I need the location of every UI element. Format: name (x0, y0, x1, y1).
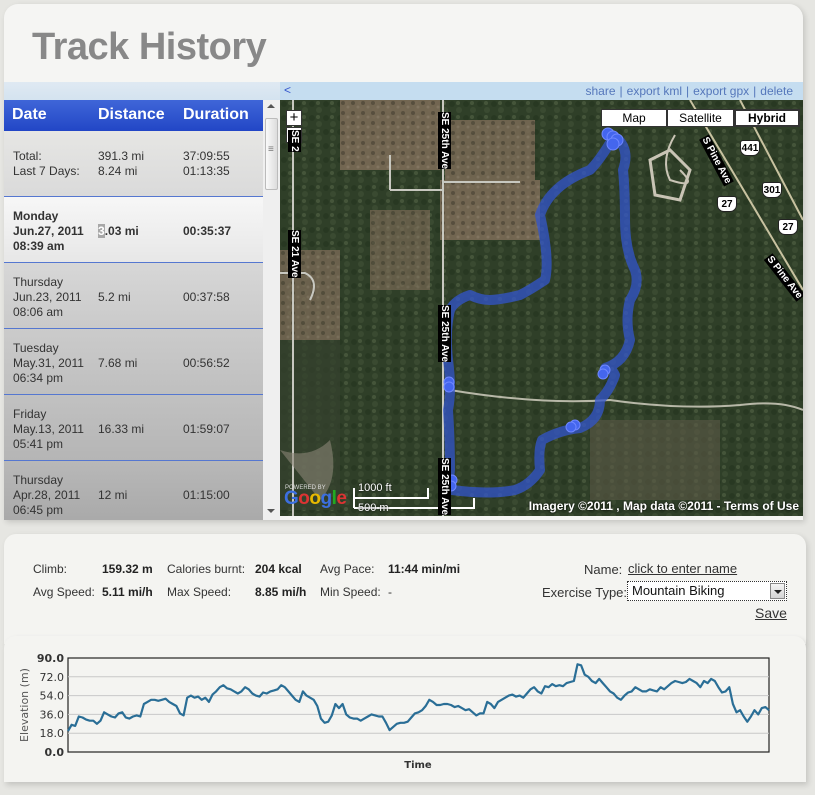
export-gpx-link[interactable]: export gpx (693, 84, 750, 98)
column-distance[interactable]: Distance (98, 106, 165, 123)
road-label: SE 25th Ave (438, 305, 451, 363)
text-cursor-highlight: 3 (98, 224, 105, 238)
track-row[interactable]: Friday May.13, 2011 05:41 pm 16.33 mi 01:5… (4, 395, 263, 461)
track-row-selected[interactable]: Monday Jun.27, 2011 08:39 am 3.03 mi 00:35… (4, 197, 263, 263)
svg-text:18.0: 18.0 (40, 727, 65, 740)
avg-speed-value: 5.11 mi/h (102, 585, 153, 599)
highway-shield-icon: 441 (740, 140, 760, 156)
map-type-map-button[interactable]: Map (601, 109, 667, 127)
column-duration: Duration (183, 106, 249, 123)
delete-link[interactable]: delete (760, 84, 793, 98)
svg-text:36.0: 36.0 (40, 708, 65, 721)
map-type-hybrid-button[interactable]: Hybrid (734, 109, 800, 127)
calories-value: 204 kcal (255, 562, 302, 576)
elevation-line (67, 663, 770, 732)
svg-text:54.0: 54.0 (40, 690, 65, 703)
map-type-satellite-button[interactable]: Satellite (667, 109, 734, 127)
min-speed-value: - (388, 585, 392, 599)
collapse-list-button[interactable]: < (284, 83, 292, 97)
avg-pace-label: Avg Pace: (320, 562, 375, 576)
svg-text:Elevation (m): Elevation (m) (18, 668, 31, 742)
max-speed-label: Max Speed: (167, 585, 232, 599)
list-scrollbar[interactable] (263, 100, 280, 520)
track-stats-panel: Climb: 159.32 m Calories burnt: 204 kcal… (4, 534, 806, 644)
climb-label: Climb: (33, 562, 68, 576)
scroll-thumb[interactable] (265, 118, 278, 190)
highway-shield-icon: 301 (762, 182, 782, 198)
track-row[interactable]: Thursday Apr.28, 2011 06:45 pm 12 mi 01:15… (4, 461, 263, 520)
save-link[interactable]: Save (755, 605, 787, 621)
track-map[interactable]: + − Map Satellite Hybrid SE 25th Ave SE … (280, 100, 803, 516)
road-label: SE 21 Ave (288, 230, 301, 278)
track-history-panel: Track History Date Distance Duration Tot… (4, 4, 803, 520)
track-row[interactable]: Thursday Jun.23, 2011 08:06 am 5.2 mi 00:3… (4, 263, 263, 329)
list-header: Date Distance Duration (4, 100, 263, 131)
exercise-type-select[interactable]: Mountain Biking (627, 581, 787, 601)
elevation-chart: 0.0 18.0 36.0 54.0 72.0 90.0 Elevation (m) Time (18, 652, 770, 771)
svg-text:90.0: 90.0 (37, 652, 64, 665)
avg-pace-value: 11:44 min/mi (388, 562, 461, 576)
climb-value: 159.32 m (102, 562, 153, 576)
svg-text:0.0: 0.0 (45, 746, 65, 759)
exercise-type-label: Exercise Type: (542, 585, 628, 600)
scroll-down-arrow-icon[interactable] (267, 509, 275, 513)
page-title: Track History (32, 26, 267, 68)
dropdown-arrow-icon[interactable] (770, 583, 785, 599)
google-logo[interactable]: Google (284, 488, 347, 509)
max-speed-value: 8.85 mi/h (255, 585, 307, 599)
road-label: SE 25th Ave (438, 112, 451, 170)
elevation-chart-panel: 0.0 18.0 36.0 54.0 72.0 90.0 Elevation (m) Time (4, 636, 806, 782)
enter-name-link[interactable]: click to enter name (628, 561, 738, 576)
calories-label: Calories burnt: (167, 562, 246, 576)
map-toolbar: < share | export kml | export gpx | delete (280, 82, 803, 100)
zoom-in-button[interactable]: + (286, 110, 302, 126)
scroll-up-arrow-icon[interactable] (267, 104, 275, 108)
totals-row: Total: Last 7 Days: 391.3 mi 8.24 mi 37:09… (4, 131, 263, 197)
track-list-pane: Date Distance Duration Total: Last 7 Days… (4, 82, 280, 520)
name-label: Name: (584, 562, 623, 577)
svg-text:Time: Time (404, 760, 432, 771)
svg-text:72.0: 72.0 (40, 671, 65, 684)
highway-shield-icon: 27 (717, 196, 737, 212)
share-link[interactable]: share (585, 84, 616, 98)
column-date[interactable]: Date (12, 106, 47, 123)
gps-track-line (441, 134, 642, 498)
road-label: SE 2 (288, 130, 301, 152)
road-label: SE 25th Ave (438, 458, 451, 516)
min-speed-label: Min Speed: (320, 585, 381, 599)
powered-by-label: POWERED BY (285, 485, 326, 491)
track-list: Total: Last 7 Days: 391.3 mi 8.24 mi 37:09… (4, 131, 263, 520)
map-attribution[interactable]: Imagery ©2011 , Map data ©2011 - Terms o… (528, 499, 799, 513)
avg-speed-label: Avg Speed: (33, 585, 95, 599)
highway-shield-icon: 27 (778, 219, 798, 235)
export-kml-link[interactable]: export kml (626, 84, 682, 98)
satellite-imagery (280, 100, 803, 516)
track-row[interactable]: Tuesday May.31, 2011 06:34 pm 7.68 mi 00:5… (4, 329, 263, 395)
